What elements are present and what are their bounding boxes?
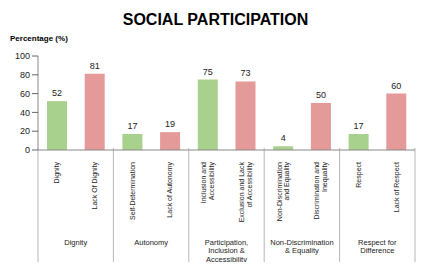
svg-text:80: 80 (20, 70, 30, 80)
html-text:SOCIAL PARTICIPATION: SOCIAL PARTICIPATION (122, 11, 309, 28)
svg-text:Inclusion andAccessibility: Inclusion andAccessibility (200, 162, 216, 204)
svg-text:Self-Determination: Self-Determination (129, 162, 136, 220)
svg-text:73: 73 (240, 68, 250, 78)
svg-text:75: 75 (203, 67, 213, 77)
svg-text:Lack of Respect: Lack of Respect (393, 162, 401, 212)
svg-text:100: 100 (15, 51, 30, 61)
svg-text:40: 40 (20, 108, 30, 118)
svg-text:Discrimination andInequality: Discrimination andInequality (313, 162, 329, 220)
html-text:Percentage (%): Percentage (%) (10, 34, 68, 43)
svg-text:60: 60 (391, 81, 401, 91)
svg-text:Dignity: Dignity (64, 238, 87, 247)
svg-text:Exclusion and Lackof Accessibi: Exclusion and Lackof Accessibility (238, 162, 254, 223)
svg-text:60: 60 (20, 89, 30, 99)
svg-text:17: 17 (354, 121, 364, 131)
svg-text:4: 4 (281, 133, 286, 143)
svg-text:50: 50 (316, 90, 326, 100)
svg-text:Non-Discriminationand Equality: Non-Discriminationand Equality (276, 162, 292, 222)
svg-text:Participation,Inclusion &Acces: Participation,Inclusion &Accessibility (205, 238, 248, 262)
svg-text:52: 52 (52, 88, 62, 98)
svg-text:19: 19 (165, 119, 175, 129)
svg-text:Autonomy: Autonomy (134, 238, 168, 247)
svg-text:20: 20 (20, 126, 30, 136)
svg-text:Non-Discrimination& Equality: Non-Discrimination& Equality (270, 238, 333, 256)
svg-text:Respect: Respect (355, 162, 363, 188)
svg-text:Dignity: Dignity (53, 162, 61, 184)
svg-text:81: 81 (90, 61, 100, 71)
svg-text:17: 17 (127, 121, 137, 131)
svg-text:Respect forDifference: Respect forDifference (358, 238, 397, 256)
svg-text:0: 0 (25, 145, 30, 155)
svg-text:Lack of Autonomy: Lack of Autonomy (166, 162, 174, 218)
svg-text:Lack Of Dignity: Lack Of Dignity (91, 162, 99, 210)
